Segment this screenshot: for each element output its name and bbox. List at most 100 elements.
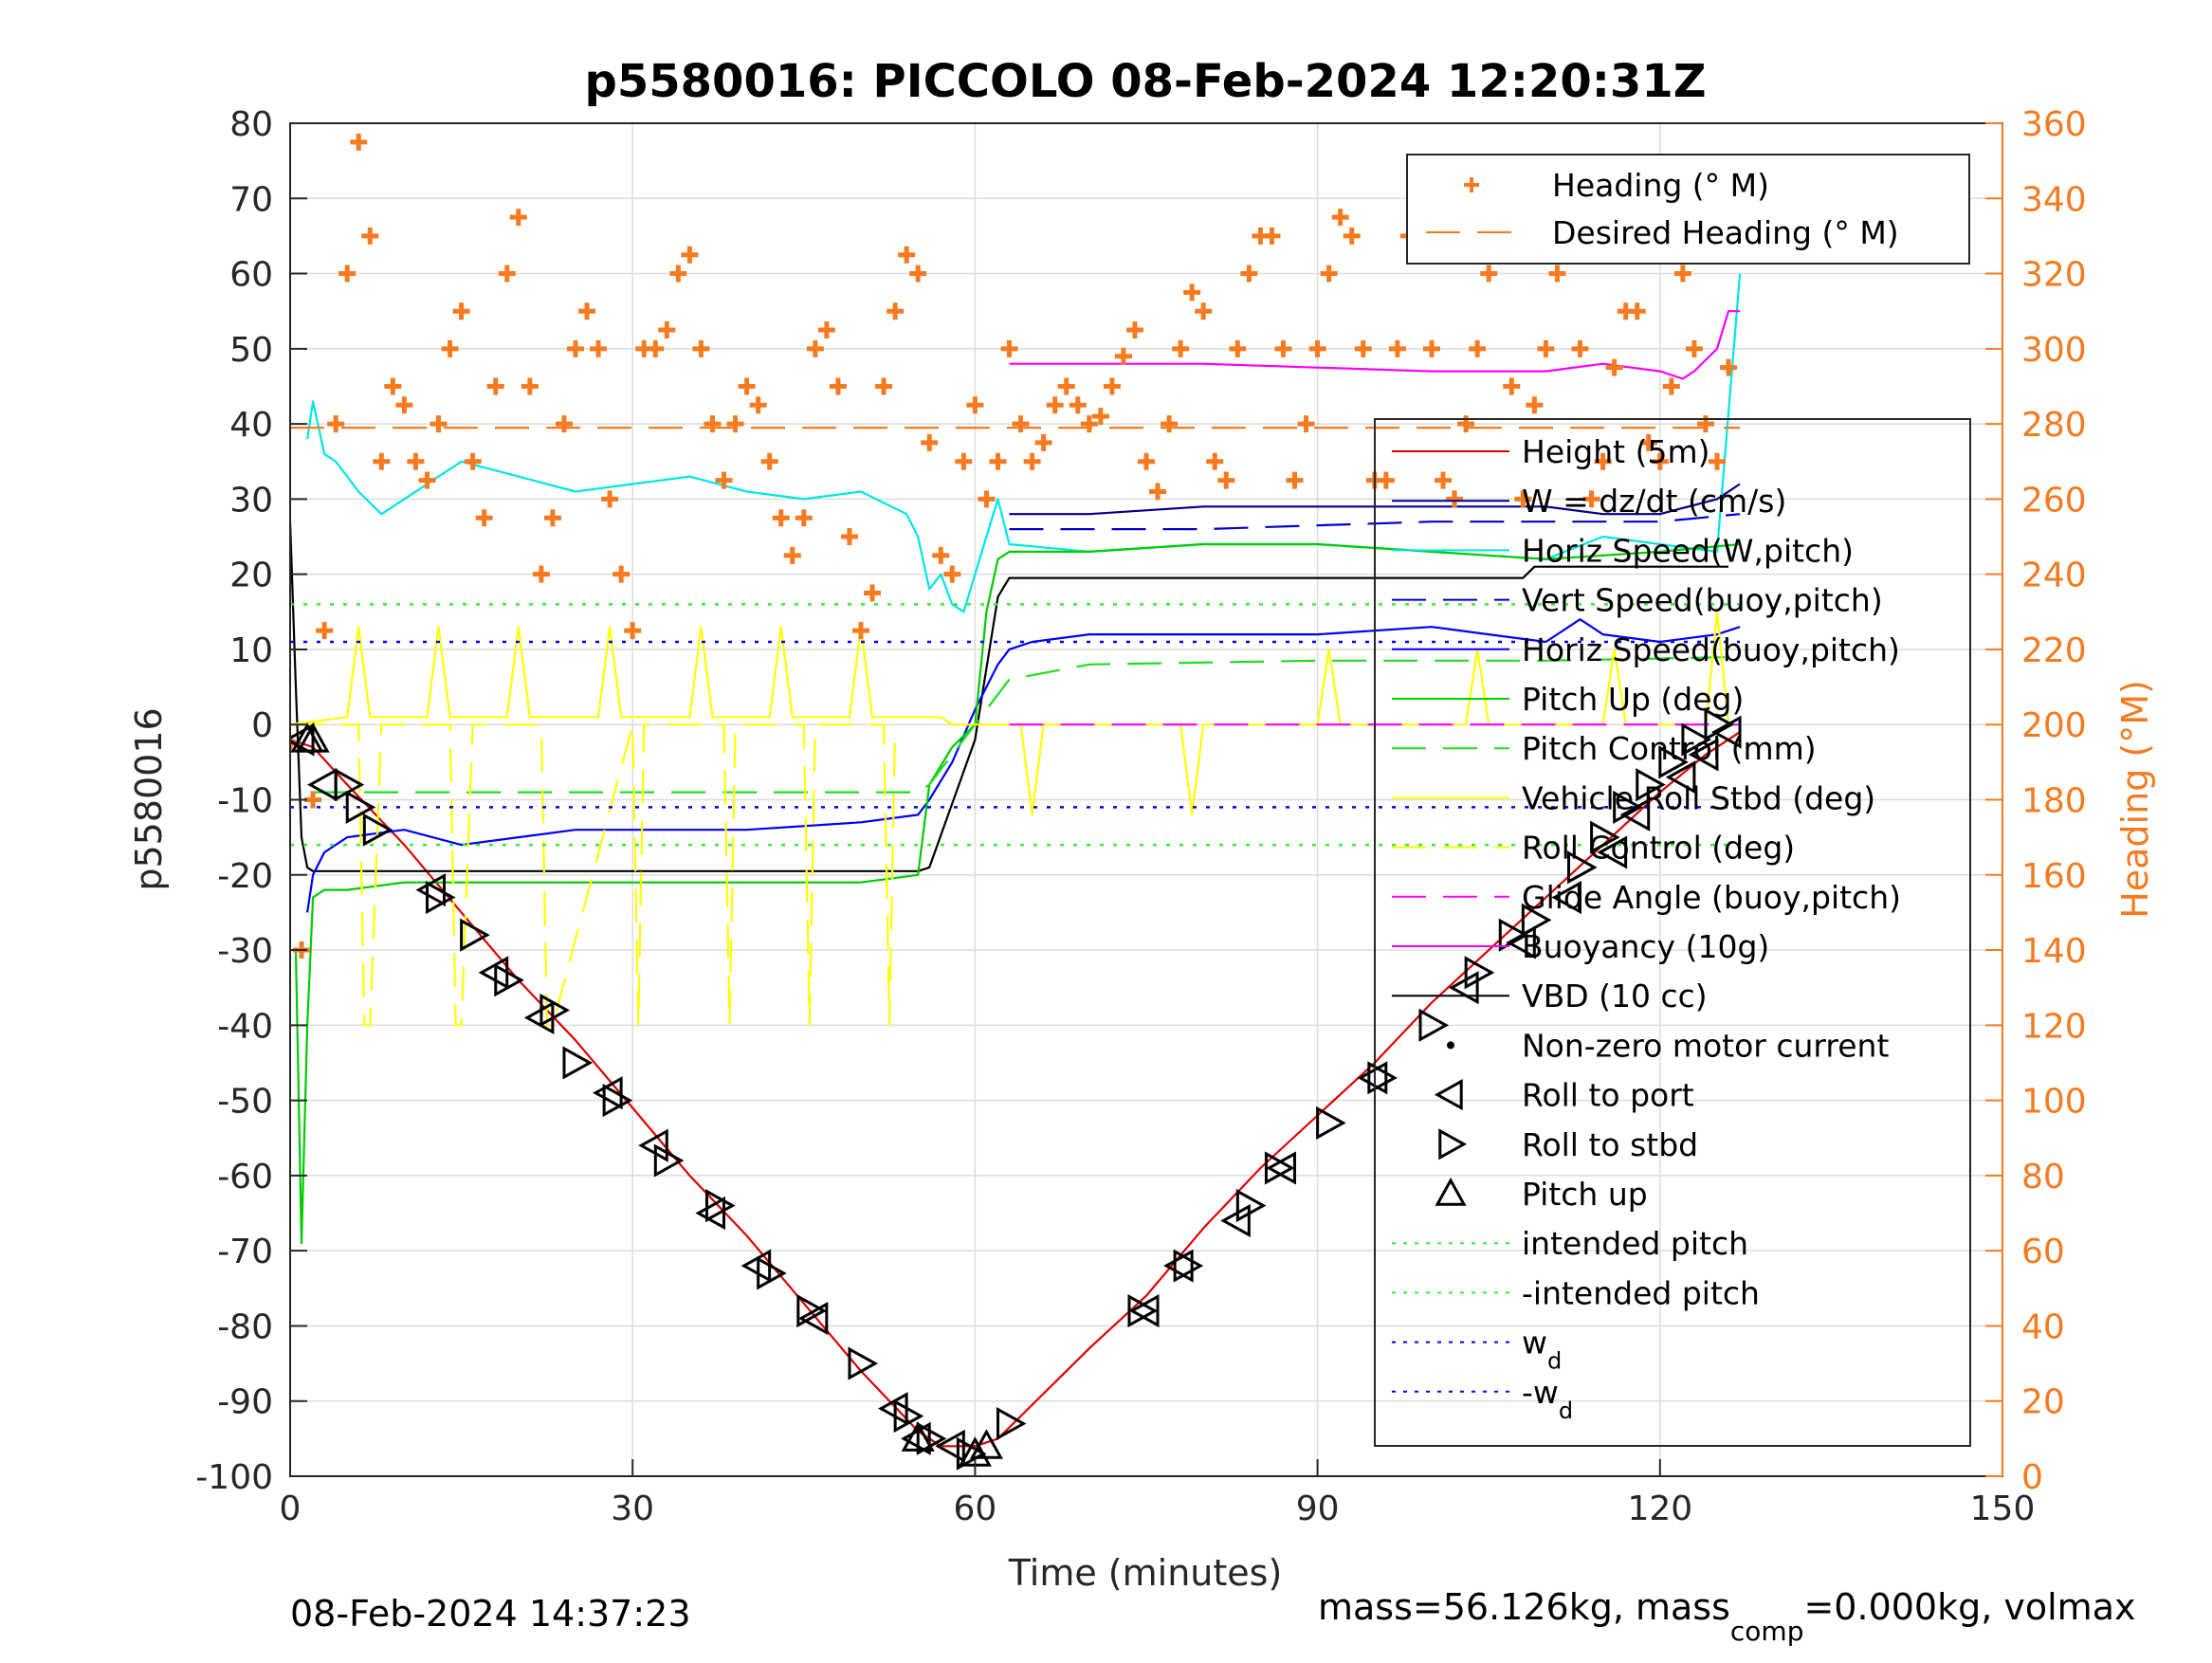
roll-to-stbd-marker bbox=[345, 790, 376, 824]
roll-to-stbd-marker bbox=[1658, 745, 1689, 779]
legend-label: Pitch Control (mm) bbox=[1522, 730, 1817, 767]
heading-point bbox=[1080, 415, 1098, 433]
x-tick-label: 0 bbox=[280, 1489, 302, 1528]
legend-swatch bbox=[1447, 1041, 1454, 1050]
legend-label: Buoyancy (10g) bbox=[1522, 928, 1769, 965]
heading-point bbox=[669, 265, 687, 283]
heading-point bbox=[1229, 339, 1247, 357]
heading-point bbox=[966, 396, 984, 414]
y-tick-label: -90 bbox=[217, 1383, 273, 1422]
heading-point bbox=[532, 565, 550, 583]
roll-to-stbd-marker bbox=[562, 1046, 594, 1080]
y2-tick-label: 100 bbox=[2021, 1083, 2087, 1122]
legend-label: VBD (10 cc) bbox=[1522, 978, 1708, 1014]
roll-to-port-marker bbox=[901, 1421, 931, 1455]
y2-tick-label: 360 bbox=[2021, 105, 2087, 144]
y2-tick-label: 60 bbox=[2021, 1233, 2065, 1271]
legend-label-text: Pitch up bbox=[1522, 1176, 1648, 1213]
series-line bbox=[1009, 513, 1741, 531]
series-1 bbox=[290, 521, 1728, 872]
y-tick-label: -60 bbox=[217, 1158, 273, 1197]
legend-label-text: Horiz Speed(buoy,pitch) bbox=[1522, 631, 1900, 668]
heading-point bbox=[384, 377, 402, 395]
legend-label: Roll to port bbox=[1522, 1077, 1694, 1114]
legend-label-text: W = dz/dt (cm/s) bbox=[1522, 483, 1786, 520]
roll-to-stbd-marker bbox=[1235, 1189, 1267, 1223]
heading-point bbox=[817, 321, 835, 339]
legend-swatch bbox=[1464, 177, 1479, 192]
legend-main-box bbox=[1374, 418, 1971, 1447]
heading-point bbox=[715, 471, 733, 489]
roll-to-stbd-marker bbox=[705, 1189, 736, 1223]
legend-swatch bbox=[1438, 1128, 1468, 1160]
legend-main-entry: Non-zero motor current bbox=[1447, 1027, 1889, 1064]
roll-to-port-marker bbox=[1551, 881, 1581, 915]
legend-main-entry: Vehicle Roll Stbd (deg) bbox=[1392, 779, 1875, 816]
roll-to-stbd-marker bbox=[602, 1084, 633, 1118]
roll-to-stbd-marker bbox=[1681, 722, 1712, 757]
heading-point bbox=[1673, 265, 1691, 283]
heading-point bbox=[921, 433, 939, 451]
y2-tick-label: 300 bbox=[2021, 331, 2087, 370]
heading-point bbox=[1354, 339, 1372, 357]
roll-to-stbd-marker bbox=[757, 1256, 787, 1290]
y-tick-label: -50 bbox=[217, 1083, 273, 1122]
roll-to-stbd-marker bbox=[893, 1399, 924, 1434]
heading-point bbox=[840, 528, 858, 546]
heading-point bbox=[1091, 408, 1109, 426]
y-tick-label: -20 bbox=[217, 857, 273, 896]
y-tick-label: 80 bbox=[229, 105, 273, 144]
heading-point bbox=[1628, 302, 1646, 320]
roll-to-stbd-marker bbox=[1567, 850, 1598, 885]
heading-point bbox=[760, 452, 778, 470]
y-tick-label: -80 bbox=[217, 1307, 273, 1346]
legend-label-text: intended pitch bbox=[1522, 1225, 1748, 1262]
heading-point bbox=[601, 490, 619, 508]
series-line bbox=[290, 611, 1730, 816]
heading-point bbox=[1331, 209, 1349, 227]
footer-mass-tail: =0.000kg, volmax bbox=[1803, 1586, 2135, 1628]
heading-point bbox=[430, 415, 448, 433]
pitch-up-marker bbox=[296, 722, 330, 753]
heading-point bbox=[1685, 339, 1703, 357]
legend-main-entry: Horiz Speed(buoy,pitch) bbox=[1392, 631, 1900, 668]
heading-point bbox=[578, 302, 596, 320]
heading-point bbox=[806, 339, 824, 357]
heading-point bbox=[955, 452, 973, 470]
y2-tick-label: 280 bbox=[2021, 406, 2087, 445]
series-7 bbox=[313, 655, 1741, 794]
y2-axis-label: Heading (°M) bbox=[2114, 680, 2156, 919]
legend-label: Horiz Speed(buoy,pitch) bbox=[1522, 631, 1900, 668]
legend-main-entry: Roll Control (deg) bbox=[1392, 830, 1795, 867]
pitch-up-marker bbox=[901, 1421, 935, 1452]
heading-point bbox=[1308, 339, 1326, 357]
legend-label: wd bbox=[1522, 1325, 1562, 1375]
heading-point bbox=[1114, 347, 1132, 365]
roll-to-stbd-marker bbox=[426, 881, 456, 915]
legend-label: Heading (° M) bbox=[1552, 167, 1769, 204]
y2-tick-label: 240 bbox=[2021, 557, 2087, 595]
y-tick-label: 10 bbox=[229, 631, 273, 670]
heading-point bbox=[1709, 452, 1726, 470]
heading-point bbox=[852, 622, 869, 640]
legend-label-text: VBD (10 cc) bbox=[1522, 978, 1708, 1014]
heading-point bbox=[1571, 339, 1589, 357]
legend-label-text: Vehicle Roll Stbd (deg) bbox=[1522, 779, 1875, 816]
legend-label: intended pitch bbox=[1522, 1225, 1748, 1262]
heading-point bbox=[1582, 490, 1600, 508]
legend-label: -intended pitch bbox=[1522, 1274, 1760, 1311]
heading-point bbox=[1000, 339, 1018, 357]
heading-point bbox=[795, 509, 813, 527]
y2-tick-label: 160 bbox=[2021, 857, 2087, 896]
heading-point bbox=[1103, 377, 1121, 395]
roll-to-stbd-marker bbox=[334, 768, 365, 802]
roll-to-stbd-marker bbox=[1498, 918, 1529, 952]
heading-point bbox=[1023, 452, 1041, 470]
legend-main-entry: -wd bbox=[1392, 1374, 1573, 1424]
heading-point bbox=[1526, 396, 1544, 414]
y-axis: -100-90-80-70-60-50-40-30-20-10010203040… bbox=[195, 105, 307, 1497]
legend-main-entry: Height (5m) bbox=[1392, 433, 1709, 470]
heading-point bbox=[783, 546, 801, 564]
footer-timestamp: 08-Feb-2024 14:37:23 bbox=[290, 1593, 691, 1635]
